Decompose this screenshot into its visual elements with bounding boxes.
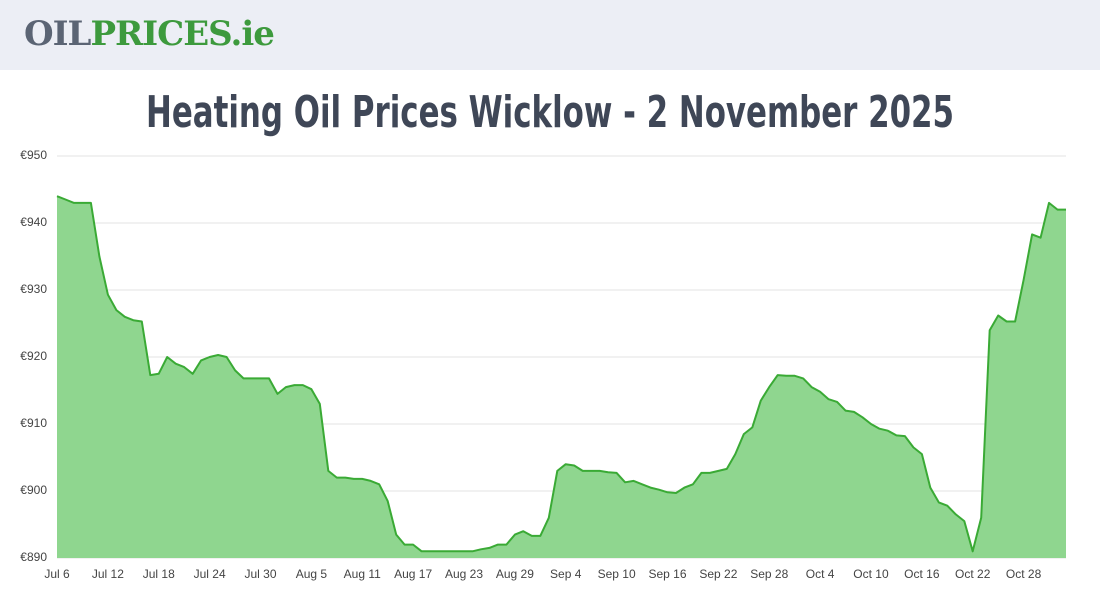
x-tick-label: Oct 4: [806, 567, 835, 581]
x-tick-label: Oct 10: [853, 567, 889, 581]
x-tick-label: Aug 5: [296, 567, 328, 581]
x-tick-label: Jul 18: [143, 567, 175, 581]
y-tick-label: €920: [20, 349, 47, 363]
x-tick-label: Jul 12: [92, 567, 124, 581]
x-tick-label: Jul 24: [194, 567, 226, 581]
x-tick-label: Jul 6: [44, 567, 70, 581]
area-fill: [57, 196, 1066, 558]
logo-text: PRICES.ie: [90, 14, 274, 54]
x-tick-label: Jul 30: [244, 567, 276, 581]
x-tick-label: Sep 28: [750, 567, 788, 581]
x-tick-label: Oct 16: [904, 567, 940, 581]
x-tick-label: Aug 29: [496, 567, 534, 581]
chart-title: Heating Oil Prices Wicklow - 2 November …: [146, 87, 954, 138]
header: OILPRICES.ie: [0, 0, 1100, 70]
x-tick-label: Sep 16: [648, 567, 686, 581]
x-tick-label: Oct 28: [1006, 567, 1042, 581]
x-tick-label: Oct 22: [955, 567, 991, 581]
price-line: [56, 195, 1066, 553]
x-tick-label: Sep 10: [598, 567, 636, 581]
x-tick-label: Aug 17: [394, 567, 432, 581]
y-tick-label: €940: [20, 215, 47, 229]
x-tick-label: Sep 22: [699, 567, 737, 581]
x-tick-label: Sep 4: [550, 567, 582, 581]
x-tick-label: Aug 11: [344, 567, 381, 581]
logo-text: OIL: [24, 14, 91, 54]
y-tick-label: €950: [20, 148, 47, 162]
y-tick-label: €930: [20, 282, 47, 296]
x-tick-label: Aug 23: [445, 567, 483, 581]
logo[interactable]: OILPRICES.ie: [24, 14, 275, 54]
y-tick-label: €910: [20, 416, 47, 430]
y-tick-label: €890: [20, 550, 47, 564]
chart: Heating Oil Prices Wicklow - 2 November …: [20, 87, 1066, 581]
y-tick-label: €900: [20, 483, 47, 497]
